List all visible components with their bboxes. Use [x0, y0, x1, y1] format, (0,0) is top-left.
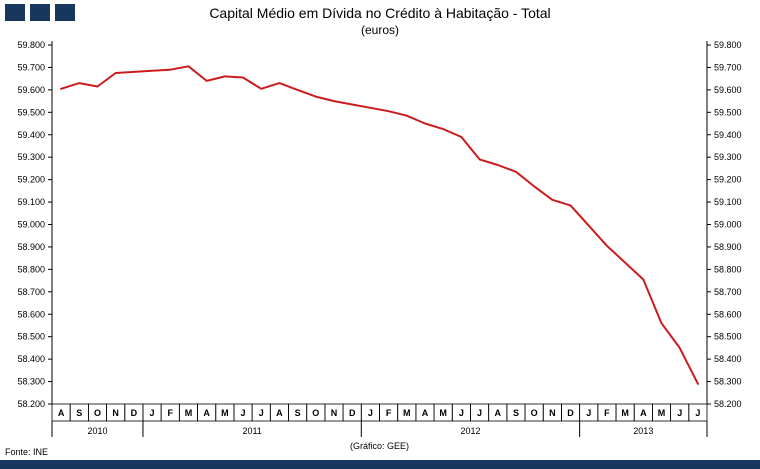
chart-subtitle: (euros) — [360, 23, 399, 37]
svg-text:59.500: 59.500 — [17, 107, 45, 117]
svg-text:O: O — [94, 408, 101, 418]
svg-text:58.800: 58.800 — [17, 264, 45, 274]
svg-text:59.800: 59.800 — [17, 40, 45, 50]
svg-text:58.500: 58.500 — [714, 332, 742, 342]
source-note: Fonte: INE — [5, 447, 49, 457]
svg-text:N: N — [112, 408, 119, 418]
svg-text:A: A — [58, 408, 65, 418]
svg-text:D: D — [349, 408, 356, 418]
logo — [5, 4, 75, 21]
svg-text:A: A — [422, 408, 429, 418]
svg-text:58.600: 58.600 — [714, 309, 742, 319]
svg-text:S: S — [295, 408, 301, 418]
svg-text:J: J — [241, 408, 246, 418]
svg-text:J: J — [259, 408, 264, 418]
svg-text:A: A — [495, 408, 502, 418]
svg-text:59.100: 59.100 — [714, 197, 742, 207]
svg-text:58.700: 58.700 — [714, 287, 742, 297]
svg-text:59.200: 59.200 — [17, 175, 45, 185]
svg-text:59.000: 59.000 — [714, 220, 742, 230]
svg-text:59.300: 59.300 — [714, 152, 742, 162]
svg-text:J: J — [477, 408, 482, 418]
svg-text:F: F — [168, 408, 174, 418]
svg-text:O: O — [531, 408, 538, 418]
svg-text:D: D — [567, 408, 574, 418]
svg-text:59.700: 59.700 — [17, 62, 45, 72]
svg-text:59.100: 59.100 — [17, 197, 45, 207]
svg-text:J: J — [586, 408, 591, 418]
svg-text:A: A — [640, 408, 647, 418]
svg-text:D: D — [131, 408, 138, 418]
svg-text:59.800: 59.800 — [714, 40, 742, 50]
svg-text:59.600: 59.600 — [714, 85, 742, 95]
svg-text:N: N — [549, 408, 556, 418]
svg-text:59.500: 59.500 — [714, 107, 742, 117]
svg-text:2013: 2013 — [633, 426, 653, 436]
bottom-bar — [0, 460, 760, 469]
svg-text:58.300: 58.300 — [714, 377, 742, 387]
svg-text:58.200: 58.200 — [17, 399, 45, 409]
svg-text:J: J — [695, 408, 700, 418]
svg-text:J: J — [368, 408, 373, 418]
svg-text:58.300: 58.300 — [17, 377, 45, 387]
svg-text:F: F — [386, 408, 392, 418]
svg-text:M: M — [658, 408, 666, 418]
svg-text:O: O — [312, 408, 319, 418]
svg-text:J: J — [150, 408, 155, 418]
svg-text:F: F — [604, 408, 610, 418]
svg-text:2012: 2012 — [460, 426, 480, 436]
svg-text:58.800: 58.800 — [714, 264, 742, 274]
svg-text:59.600: 59.600 — [17, 85, 45, 95]
logo-square — [55, 4, 75, 21]
svg-text:58.900: 58.900 — [714, 242, 742, 252]
credit-note: (Gráfico: GEE) — [349, 441, 409, 451]
svg-text:2010: 2010 — [87, 426, 107, 436]
svg-text:58.600: 58.600 — [17, 309, 45, 319]
svg-text:M: M — [403, 408, 411, 418]
svg-text:59.200: 59.200 — [714, 175, 742, 185]
svg-text:58.700: 58.700 — [17, 287, 45, 297]
svg-text:M: M — [185, 408, 193, 418]
svg-text:59.000: 59.000 — [17, 220, 45, 230]
svg-text:58.400: 58.400 — [714, 354, 742, 364]
svg-text:J: J — [677, 408, 682, 418]
svg-text:58.500: 58.500 — [17, 332, 45, 342]
svg-text:59.400: 59.400 — [714, 130, 742, 140]
logo-square — [5, 4, 25, 21]
svg-text:M: M — [221, 408, 229, 418]
logo-square — [30, 4, 50, 21]
svg-text:59.700: 59.700 — [714, 62, 742, 72]
svg-text:N: N — [331, 408, 338, 418]
svg-text:2011: 2011 — [242, 426, 261, 436]
svg-text:J: J — [459, 408, 464, 418]
svg-text:58.900: 58.900 — [17, 242, 45, 252]
svg-text:59.400: 59.400 — [17, 130, 45, 140]
svg-text:M: M — [439, 408, 447, 418]
svg-text:58.200: 58.200 — [714, 399, 742, 409]
chart-title: Capital Médio em Dívida no Crédito à Hab… — [209, 5, 551, 21]
svg-text:A: A — [276, 408, 283, 418]
svg-text:A: A — [203, 408, 210, 418]
svg-text:58.400: 58.400 — [17, 354, 45, 364]
svg-text:S: S — [76, 408, 82, 418]
svg-text:M: M — [621, 408, 629, 418]
svg-text:S: S — [513, 408, 519, 418]
svg-text:59.300: 59.300 — [17, 152, 45, 162]
